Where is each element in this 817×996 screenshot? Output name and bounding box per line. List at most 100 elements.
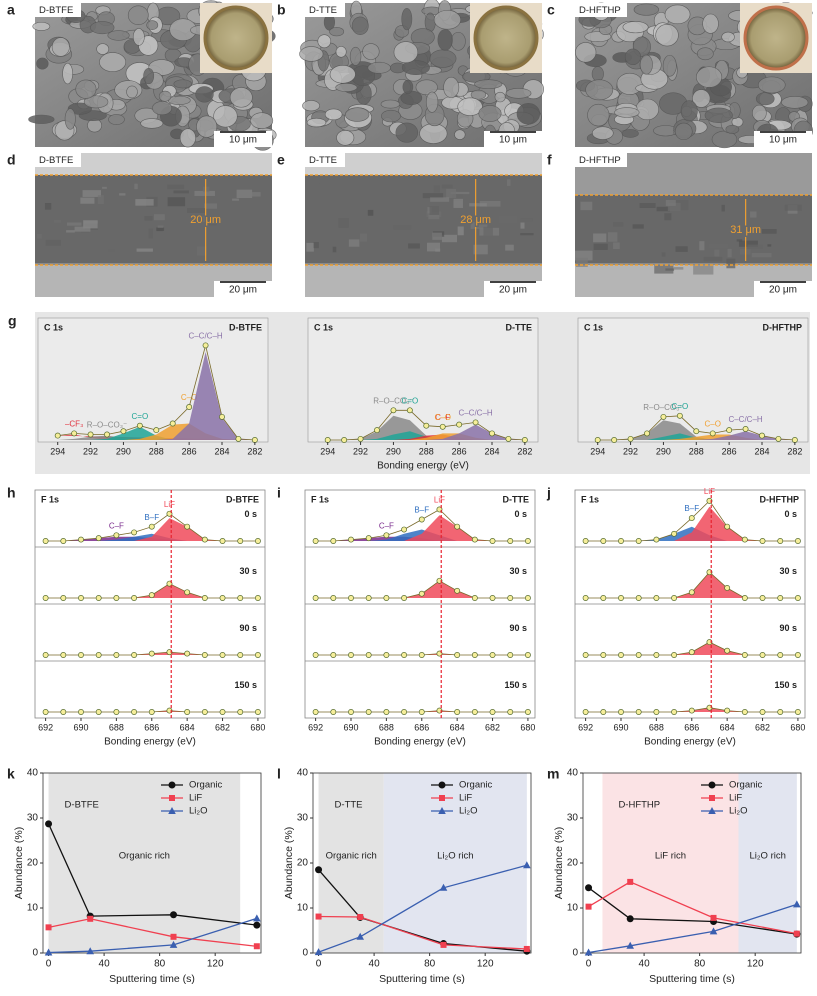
grain [433, 10, 462, 30]
grain [457, 97, 483, 116]
data-point [254, 538, 261, 544]
region [383, 773, 527, 953]
spectrum-title: D-HFTHP [763, 322, 803, 332]
region [318, 773, 384, 953]
grain [674, 122, 693, 141]
texture [408, 243, 420, 249]
series-line [588, 881, 797, 935]
grain [335, 83, 358, 92]
chart-title: D-BTFE [65, 800, 99, 811]
data-point [42, 652, 49, 658]
grain [229, 87, 253, 108]
texture [83, 220, 98, 229]
component-label: C–F [109, 521, 124, 530]
panel-letter: a [7, 2, 15, 18]
grain [494, 91, 506, 103]
grain [393, 41, 419, 64]
data-point [777, 652, 784, 658]
component-label: C=O [132, 412, 149, 421]
x-tick-label: 80 [154, 959, 166, 970]
grain [107, 30, 130, 41]
data-point [113, 652, 120, 658]
core-label: F 1s [311, 494, 329, 504]
texture [632, 224, 644, 229]
x-tick-label: 692 [578, 722, 593, 732]
panel-letter: i [277, 485, 281, 501]
texture [479, 200, 501, 207]
texture [74, 226, 91, 232]
grain [781, 96, 809, 109]
data-point [439, 423, 446, 430]
x-tick-label: 690 [343, 722, 358, 732]
data-point [324, 437, 331, 443]
depth-time: 150 s [774, 680, 797, 690]
data-point [131, 709, 138, 715]
x-tick-label: 286 [722, 446, 737, 456]
x-tick-label: 284 [214, 446, 229, 456]
data-point [45, 820, 53, 828]
data-point [671, 595, 678, 601]
data-point [186, 404, 193, 410]
texture [751, 252, 772, 258]
core-label: C 1s [584, 322, 603, 332]
panel-letter: h [7, 485, 16, 501]
spectrum-title: D-BTFE [229, 322, 262, 332]
x-axis-label: Sputtering time (s) [649, 973, 735, 985]
data-point [44, 948, 53, 956]
data-point [237, 595, 244, 601]
data-point [356, 932, 365, 940]
component-peak [315, 515, 528, 541]
texture [173, 190, 189, 194]
data-point [219, 538, 226, 544]
data-point [365, 535, 372, 542]
panel-letter: b [277, 2, 286, 18]
grain [516, 103, 541, 125]
texture [664, 213, 672, 221]
data-point [523, 945, 530, 952]
spectrum-title: D-TTE [506, 322, 533, 332]
data-point [330, 595, 337, 601]
depth-time: 30 s [509, 566, 527, 576]
data-point [523, 861, 531, 869]
data-point [348, 595, 354, 601]
core-label: F 1s [581, 494, 599, 504]
legend-marker [708, 781, 716, 789]
grain [195, 86, 214, 103]
data-point [201, 595, 208, 601]
cell-photo [743, 5, 809, 71]
grain [721, 31, 735, 43]
grain [757, 76, 786, 94]
component-peak [57, 352, 255, 440]
texture [167, 197, 186, 207]
texture [192, 217, 210, 222]
texture [453, 198, 463, 208]
legend-marker [168, 807, 176, 814]
data-point [440, 941, 447, 948]
data-point [169, 420, 176, 427]
grain [622, 21, 649, 34]
panel-letter: l [277, 766, 281, 782]
texture [53, 219, 62, 223]
data-point [524, 709, 531, 715]
data-point [60, 709, 67, 715]
data-point [202, 342, 209, 349]
data-point [315, 913, 322, 920]
data-point [507, 709, 514, 715]
texture [593, 243, 608, 250]
x-tick-label: 120 [477, 959, 494, 970]
x-tick-label: 690 [73, 722, 88, 732]
grain [437, 29, 453, 51]
grain [478, 105, 502, 122]
data-point [489, 652, 496, 658]
texture [97, 195, 104, 205]
data-point [775, 435, 782, 442]
depth-time: 30 s [779, 566, 797, 576]
grain [362, 43, 380, 60]
texture [194, 190, 215, 196]
spectrum-title: D-HFTHP [760, 494, 800, 504]
grain [575, 42, 597, 63]
plot-area [577, 317, 809, 443]
data-point [78, 536, 84, 543]
grain [367, 61, 391, 74]
